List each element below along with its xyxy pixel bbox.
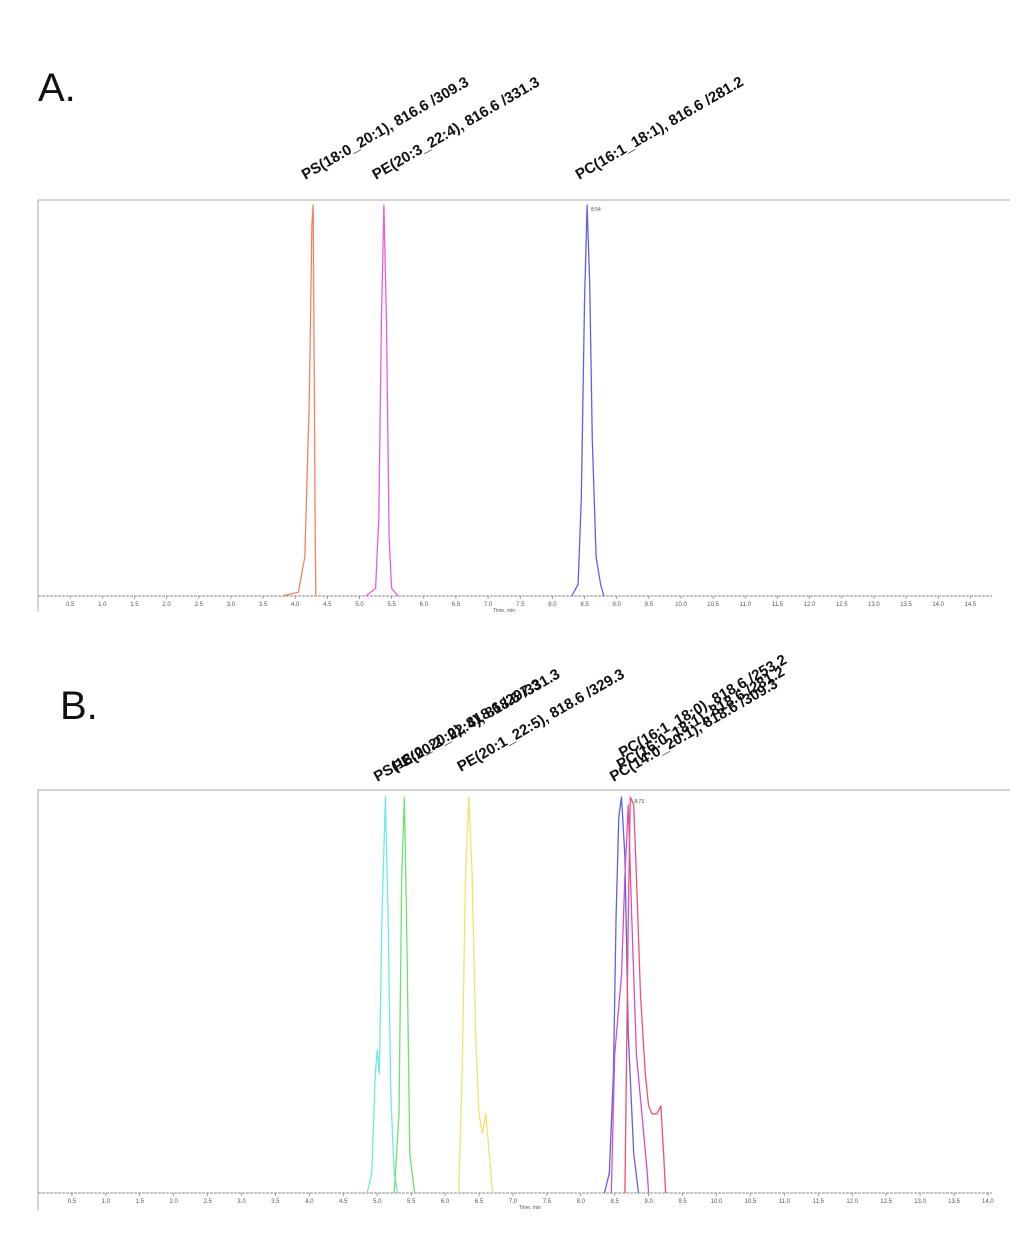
x-tick-label: 6.5 xyxy=(452,602,461,608)
x-tick-label: 3.5 xyxy=(271,1199,280,1205)
series-label: PC(16:1_18:0), 818.6 /253.2 xyxy=(616,651,790,761)
x-axis-title: Time, min xyxy=(493,608,515,614)
x-tick-label: 3.0 xyxy=(237,1199,246,1205)
series-trace xyxy=(365,204,399,597)
x-tick-label: 10.5 xyxy=(707,602,719,608)
panel-b-letter: B. xyxy=(60,684,98,728)
x-tick-label: 12.5 xyxy=(836,602,848,608)
x-tick-label: 8.0 xyxy=(548,602,557,608)
x-tick-label: 0.5 xyxy=(66,602,75,608)
x-tick-label: 8.5 xyxy=(580,602,589,608)
x-tick-label: 4.5 xyxy=(339,1199,348,1205)
x-tick-label: 13.0 xyxy=(868,602,880,608)
x-tick-label: 4.0 xyxy=(291,602,300,608)
x-tick-label: 5.0 xyxy=(373,1199,382,1205)
x-tick-label: 1.5 xyxy=(130,602,139,608)
x-tick-label: 2.0 xyxy=(170,1199,179,1205)
series-trace xyxy=(393,796,416,1194)
x-tick-label: 12.0 xyxy=(846,1199,858,1205)
x-tick-label: 2.5 xyxy=(203,1199,212,1205)
x-tick-label: 13.5 xyxy=(900,602,912,608)
x-tick-label: 14.0 xyxy=(982,1199,994,1205)
apex-rt-label: 8.73 xyxy=(634,799,644,805)
x-axis-title: Time, min xyxy=(519,1205,541,1211)
x-tick-label: 4.0 xyxy=(305,1199,314,1205)
x-tick-label: 8.5 xyxy=(611,1199,620,1205)
x-tick-label: 14.0 xyxy=(932,602,944,608)
x-tick-label: 7.0 xyxy=(509,1199,518,1205)
x-tick-label: 14.5 xyxy=(965,602,977,608)
x-tick-label: 7.5 xyxy=(516,602,525,608)
x-tick-label: 12.0 xyxy=(804,602,816,608)
x-tick-label: 5.5 xyxy=(407,1199,416,1205)
x-tick-label: 9.0 xyxy=(644,1199,653,1205)
x-tick-label: 9.5 xyxy=(678,1199,687,1205)
x-tick-label: 9.0 xyxy=(613,602,622,608)
x-tick-label: 10.0 xyxy=(711,1199,723,1205)
x-tick-label: 10.0 xyxy=(675,602,687,608)
panel-a-letter: A. xyxy=(38,66,76,110)
x-tick-label: 1.0 xyxy=(102,1199,111,1205)
x-tick-label: 11.5 xyxy=(813,1199,825,1205)
series-trace xyxy=(624,796,667,1194)
plot-frame xyxy=(37,199,1010,612)
chart-panel-b: 0.5 1.0 1.5 2.0 2.5 3.0 3.5 4.0 4.5 5.0 5.5 6.0 6.5 7… xyxy=(37,651,1010,1211)
x-tick-label: 3.0 xyxy=(227,602,236,608)
x-tick-label: 1.0 xyxy=(98,602,107,608)
apex-rt-label: 8.54 xyxy=(591,207,601,213)
x-tick-label: 11.5 xyxy=(772,602,784,608)
x-tick-label: 12.5 xyxy=(880,1199,892,1205)
x-tick-label: 5.5 xyxy=(387,602,396,608)
series-trace xyxy=(571,204,605,597)
x-tick-label: 13.0 xyxy=(914,1199,926,1205)
x-tick-label: 9.5 xyxy=(645,602,654,608)
series-trace xyxy=(610,804,650,1194)
plot-frame xyxy=(37,789,1010,1210)
x-tick-label: 6.5 xyxy=(475,1199,484,1205)
x-tick-label: 6.0 xyxy=(441,1199,450,1205)
series-trace xyxy=(282,204,317,597)
x-tick-label: 6.0 xyxy=(420,602,429,608)
x-tick-label: 11.0 xyxy=(779,1199,791,1205)
x-tick-label: 13.5 xyxy=(948,1199,960,1205)
x-tick-label: 7.5 xyxy=(543,1199,552,1205)
series-trace xyxy=(603,796,640,1194)
x-tick-label: 8.0 xyxy=(577,1199,586,1205)
x-tick-label: 7.0 xyxy=(484,602,493,608)
x-tick-label: 4.5 xyxy=(323,602,332,608)
x-tick-label: 5.0 xyxy=(355,602,364,608)
x-tick-label: 1.5 xyxy=(136,1199,145,1205)
x-tick-label: 2.0 xyxy=(162,602,171,608)
chart-panel-a: 0.5 1.0 1.5 2.0 2.5 3.0 3.5 4.0 4.5 5.0 5.5 6.0 6.5 7… xyxy=(37,73,1010,614)
series-label: PC(16:1_18:1), 816.6 /281.2 xyxy=(573,73,747,183)
series-trace xyxy=(366,796,399,1194)
x-tick-label: 2.5 xyxy=(195,602,204,608)
x-tick-label: 10.5 xyxy=(745,1199,757,1205)
series-trace xyxy=(458,796,494,1194)
x-tick-label: 0.5 xyxy=(68,1199,77,1205)
x-tick-label: 3.5 xyxy=(259,602,268,608)
x-tick-label: 11.0 xyxy=(740,602,752,608)
